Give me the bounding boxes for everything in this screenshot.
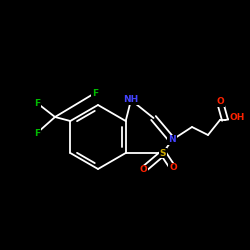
Text: OH: OH bbox=[229, 114, 245, 122]
Text: F: F bbox=[34, 98, 40, 108]
Text: O: O bbox=[169, 164, 177, 172]
Text: O: O bbox=[216, 98, 224, 106]
Text: F: F bbox=[34, 128, 40, 138]
Text: F: F bbox=[92, 88, 98, 98]
Text: S: S bbox=[160, 148, 166, 158]
Text: N: N bbox=[168, 136, 176, 144]
Text: O: O bbox=[139, 166, 147, 174]
Text: NH: NH bbox=[124, 96, 138, 104]
